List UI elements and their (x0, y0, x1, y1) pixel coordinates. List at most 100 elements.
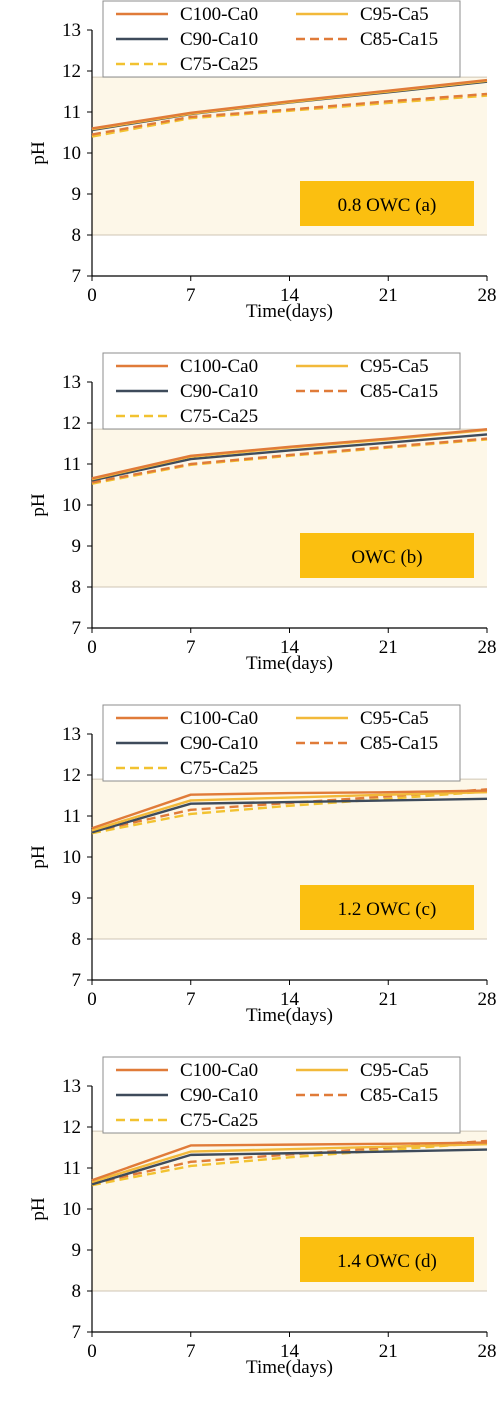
legend-label: C75-Ca25 (180, 758, 258, 779)
y-axis-title: pH (28, 1197, 49, 1221)
panel-label-box (300, 885, 474, 930)
x-tick-label: 21 (379, 1341, 398, 1362)
y-tick-label: 10 (62, 495, 81, 516)
y-tick-label: 8 (72, 1281, 82, 1302)
series-line-c100-ca0 (91, 789, 488, 830)
x-tick-label: 21 (379, 285, 398, 306)
series-line-c100-ca0 (91, 427, 488, 480)
legend-label: C95-Ca5 (360, 708, 429, 729)
series-line-c85-ca15 (91, 437, 488, 484)
x-tick-label: 0 (87, 285, 97, 306)
legend-label: C85-Ca15 (360, 733, 438, 754)
series-line-c100-ca0 (91, 78, 488, 130)
legend-label: C90-Ca10 (180, 381, 258, 402)
y-tick-label: 8 (72, 577, 82, 598)
y-tick-label: 11 (63, 1158, 81, 1179)
panel-label: 0.8 OWC (a) (338, 195, 437, 216)
y-tick-label: 10 (62, 847, 81, 868)
y-tick-label: 13 (62, 372, 81, 393)
x-tick-label: 0 (87, 989, 97, 1010)
legend-label: C95-Ca5 (360, 4, 429, 25)
series-line-c85-ca15 (91, 1139, 488, 1185)
y-tick-label: 13 (62, 724, 81, 745)
legend-label: C75-Ca25 (180, 54, 258, 75)
legend-label: C90-Ca10 (180, 1085, 258, 1106)
series-line-c90-ca10 (91, 797, 488, 834)
x-tick-label: 21 (379, 637, 398, 658)
legend: C100-Ca0 C95-Ca5 C90-Ca10 C85-Ca15 C75-Ca25 (102, 0, 461, 78)
y-tick-label: 10 (62, 1199, 81, 1220)
legend: C100-Ca0 C95-Ca5 C90-Ca10 C85-Ca15 C75-Ca25 (102, 704, 461, 782)
x-axis-title: Time(days) (246, 1357, 333, 1378)
legend-label: C100-Ca0 (180, 1060, 258, 1081)
series-line-c100-ca0 (91, 1141, 488, 1182)
y-tick-label: 13 (62, 20, 81, 41)
y-axis-title: pH (28, 845, 49, 869)
x-tick-label: 0 (87, 1341, 97, 1362)
x-tick-label: 28 (478, 1341, 497, 1362)
y-tick-label: 11 (63, 454, 81, 475)
x-tick-label: 28 (478, 637, 497, 658)
y-tick-label: 9 (72, 1240, 82, 1261)
x-axis-title: Time(days) (246, 301, 333, 322)
y-tick-label: 12 (62, 61, 81, 82)
y-tick-label: 12 (62, 413, 81, 434)
legend-label: C85-Ca15 (360, 29, 438, 50)
y-tick-label: 7 (72, 1322, 82, 1343)
y-tick-label: 12 (62, 1117, 81, 1138)
series-line-c95-ca5 (91, 1143, 488, 1184)
series-line-c75-ca25 (91, 94, 488, 138)
x-tick-label: 7 (186, 1341, 196, 1362)
x-tick-label: 0 (87, 637, 97, 658)
y-tick-label: 8 (72, 929, 82, 950)
y-tick-label: 10 (62, 143, 81, 164)
legend-label: C100-Ca0 (180, 4, 258, 25)
series-line-c90-ca10 (91, 433, 488, 482)
x-tick-label: 28 (478, 285, 497, 306)
y-tick-label: 7 (72, 266, 82, 287)
legend: C100-Ca0 C95-Ca5 C90-Ca10 C85-Ca15 C75-Ca25 (102, 352, 461, 430)
x-tick-label: 7 (186, 989, 196, 1010)
x-axis-title: Time(days) (246, 1005, 333, 1026)
y-tick-label: 9 (72, 184, 82, 205)
y-axis-title: pH (28, 141, 49, 165)
legend-label: C100-Ca0 (180, 708, 258, 729)
legend-label: C95-Ca5 (360, 356, 429, 377)
panel-label: 1.4 OWC (d) (337, 1251, 437, 1272)
y-tick-label: 7 (72, 970, 82, 991)
y-tick-label: 13 (62, 1076, 81, 1097)
panel-label-box (300, 533, 474, 578)
x-tick-label: 14 (280, 637, 300, 658)
y-axis-title: pH (28, 493, 49, 517)
y-tick-label: 11 (63, 806, 81, 827)
legend-label: C85-Ca15 (360, 1085, 438, 1106)
x-tick-label: 14 (280, 989, 300, 1010)
y-tick-label: 12 (62, 765, 81, 786)
y-tick-label: 9 (72, 536, 82, 557)
x-tick-label: 14 (280, 285, 300, 306)
x-axis-title: Time(days) (246, 653, 333, 674)
x-tick-label: 28 (478, 989, 497, 1010)
x-tick-label: 21 (379, 989, 398, 1010)
x-tick-label: 14 (280, 1341, 300, 1362)
legend-label: C95-Ca5 (360, 1060, 429, 1081)
legend-label: C75-Ca25 (180, 1110, 258, 1131)
legend-label: C85-Ca15 (360, 381, 438, 402)
y-tick-label: 7 (72, 618, 82, 639)
series-line-c95-ca5 (91, 791, 488, 832)
panel-label-box (300, 1237, 474, 1282)
panel-label-box (300, 181, 474, 226)
series-line-c90-ca10 (91, 1148, 488, 1186)
panel-label: OWC (b) (351, 547, 422, 568)
legend: C100-Ca0 C95-Ca5 C90-Ca10 C85-Ca15 C75-Ca25 (102, 1056, 461, 1134)
series-line-c85-ca15 (91, 92, 488, 136)
panel-label: 1.2 OWC (c) (338, 899, 437, 920)
y-tick-label: 9 (72, 888, 82, 909)
legend-label: C75-Ca25 (180, 406, 258, 427)
legend-label: C100-Ca0 (180, 356, 258, 377)
